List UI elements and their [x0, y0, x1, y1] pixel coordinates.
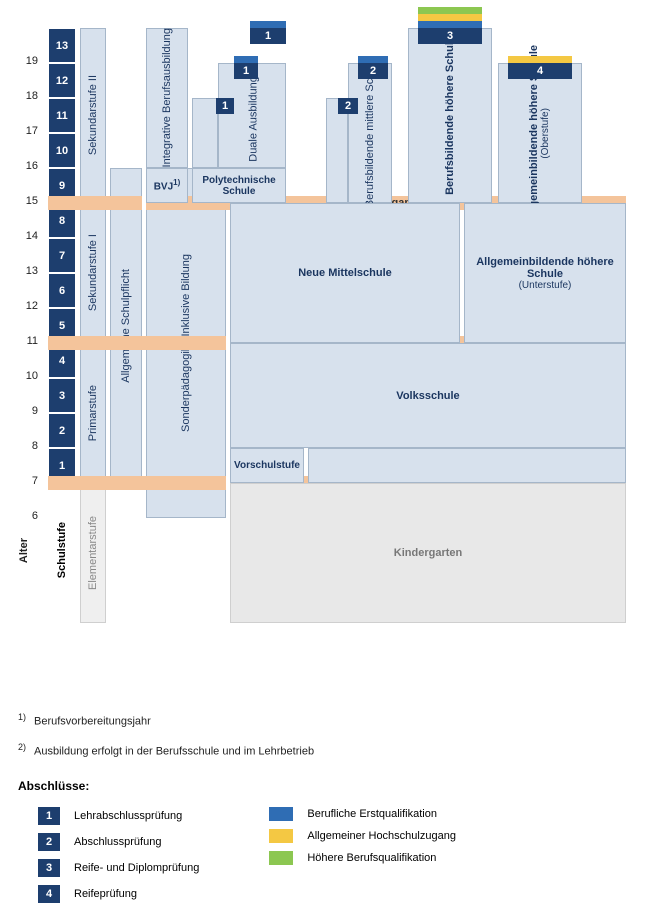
col-volksschule-ext: [308, 448, 626, 483]
age-label: 14: [18, 230, 38, 242]
stage-sec1: Sekundarstufe I: [80, 203, 106, 343]
grade-cell: 13: [48, 28, 76, 63]
age-label: 7: [18, 475, 38, 487]
cap-duale-inner: 1: [234, 63, 258, 79]
legend-right: Berufliche Erstqualifikation Allgemeiner …: [269, 807, 456, 903]
cap-strip: [418, 7, 482, 14]
col-integrative: Integrative Berufsausbildung: [146, 28, 188, 168]
age-label: 11: [18, 335, 38, 347]
axis-schulstufe: Schulstufe: [48, 522, 76, 602]
legend-title: Abschlüsse:: [18, 779, 629, 793]
cap-strip: [358, 56, 388, 63]
legend: 1Lehrabschlussprüfung 2Abschlussprüfung 3R…: [18, 807, 629, 903]
col-schulpflicht: Allgemeine Schulpflicht: [110, 168, 142, 483]
cap-strip: [418, 21, 482, 28]
axis-alter: Alter: [18, 538, 48, 566]
footnote-1: 1)Berufsvorbereitungsjahr: [18, 712, 629, 728]
age-label: 15: [18, 195, 38, 207]
transition-3-left: [48, 196, 142, 210]
col-kindergarten: Kindergarten: [230, 483, 626, 623]
legend-item: Höhere Berufsqualifikation: [269, 851, 456, 865]
cap-strip: [234, 56, 258, 63]
col-duale-step: [192, 98, 218, 168]
age-label: 9: [18, 405, 38, 417]
stage-elem: Elementarstufe: [80, 483, 106, 623]
age-label: 10: [18, 370, 38, 382]
stage-sec2: Sekundarstufe II: [80, 28, 106, 203]
education-system-diagram: 191817161514131211109876Alter13121110987…: [18, 18, 629, 698]
cap-strip: [250, 21, 286, 28]
legend-item: Berufliche Erstqualifikation: [269, 807, 456, 821]
cap-bbh: 3: [418, 28, 482, 44]
cap-strip: [418, 14, 482, 21]
legend-item: 3Reife- und Diplomprüfung: [38, 859, 199, 877]
grade-cell: 2: [48, 413, 76, 448]
age-label: 19: [18, 55, 38, 67]
age-label: 12: [18, 300, 38, 312]
col-bbhoehere: Berufsbildende höhere Schule: [408, 28, 492, 203]
legend-item: 2Abschlussprüfung: [38, 833, 199, 851]
grade-cell: 12: [48, 63, 76, 98]
age-label: 18: [18, 90, 38, 102]
transition-1-left: [48, 476, 226, 490]
grade-cell: 7: [48, 238, 76, 273]
col-nms: Neue Mittelschule: [230, 203, 460, 343]
legend-left: 1Lehrabschlussprüfung 2Abschlussprüfung 3R…: [18, 807, 199, 903]
grade-cell: 6: [48, 273, 76, 308]
stage-prim: Primarstufe: [80, 343, 106, 483]
legend-item: 1Lehrabschlussprüfung: [38, 807, 199, 825]
cap-ahs: 4: [508, 63, 572, 79]
age-label: 6: [18, 510, 38, 522]
transition-2-left: [48, 336, 226, 350]
legend-item: Allgemeiner Hochschulzugang: [269, 829, 456, 843]
cap-duale-step: 1: [216, 98, 234, 114]
grade-cell: 10: [48, 133, 76, 168]
cap-strip: [508, 56, 572, 63]
cap-duale: 1: [250, 28, 286, 44]
col-ahs-ober: Allgemeinbildende höhere Schule(Oberstuf…: [498, 63, 582, 203]
footnote-2: 2)Ausbildung erfolgt in der Berufsschule…: [18, 742, 629, 758]
legend-item: 4Reifeprüfung: [38, 885, 199, 903]
age-label: 13: [18, 265, 38, 277]
grade-cell: 11: [48, 98, 76, 133]
age-label: 17: [18, 125, 38, 137]
col-bbmittlere: Berufsbildende mittlere Schule: [348, 63, 392, 203]
col-volksschule: Volksschule: [230, 343, 626, 448]
age-label: 16: [18, 160, 38, 172]
grade-cell: 3: [48, 378, 76, 413]
cap-bbm-step: 2: [338, 98, 358, 114]
col-poly: Polytechnische Schule: [192, 168, 286, 203]
age-label: 8: [18, 440, 38, 452]
col-vorschul: Vorschulstufe: [230, 448, 304, 483]
cap-bbm: 2: [358, 63, 388, 79]
col-bvj: BVJ1): [146, 168, 188, 203]
col-ahs-unter: Allgemeinbildende höhere Schule(Unterstu…: [464, 203, 626, 343]
